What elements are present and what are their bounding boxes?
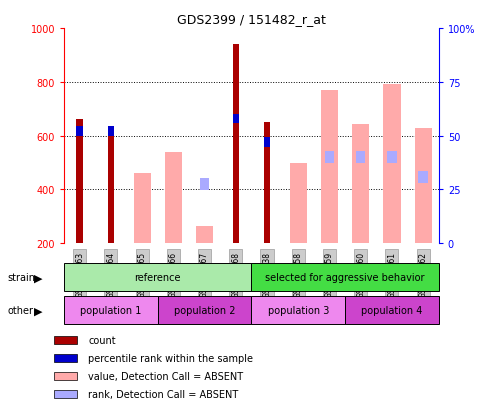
Text: rank, Detection Call = ABSENT: rank, Detection Call = ABSENT <box>88 389 239 399</box>
Bar <box>200 178 210 190</box>
Bar <box>54 372 77 380</box>
Bar <box>76 127 83 137</box>
Bar <box>196 226 213 244</box>
Bar <box>233 45 239 244</box>
Bar <box>415 128 432 244</box>
Text: reference: reference <box>135 272 181 282</box>
Title: GDS2399 / 151482_r_at: GDS2399 / 151482_r_at <box>177 13 326 26</box>
Bar <box>384 85 400 244</box>
Bar <box>134 174 151 244</box>
Bar <box>64 263 251 291</box>
Bar <box>387 152 397 164</box>
Bar <box>251 296 345 324</box>
Text: population 2: population 2 <box>174 305 235 315</box>
Bar <box>356 152 365 164</box>
Text: selected for aggressive behavior: selected for aggressive behavior <box>265 272 425 282</box>
Bar <box>419 172 428 184</box>
Text: ▶: ▶ <box>34 306 42 316</box>
Text: percentile rank within the sample: percentile rank within the sample <box>88 353 253 363</box>
Bar <box>345 296 439 324</box>
Bar <box>54 390 77 398</box>
Text: strain: strain <box>7 273 35 282</box>
Bar <box>264 123 270 244</box>
Bar <box>321 91 338 244</box>
Bar <box>290 163 307 244</box>
Bar <box>107 127 114 137</box>
Text: value, Detection Call = ABSENT: value, Detection Call = ABSENT <box>88 371 244 381</box>
Bar <box>233 114 239 123</box>
Bar <box>107 127 114 244</box>
Bar <box>264 138 270 147</box>
Bar <box>76 120 83 244</box>
Bar <box>352 124 369 244</box>
Bar <box>54 354 77 362</box>
Bar <box>158 296 251 324</box>
Bar <box>251 263 439 291</box>
Bar <box>64 296 158 324</box>
Bar <box>165 152 182 244</box>
Text: ▶: ▶ <box>34 273 42 282</box>
Text: population 1: population 1 <box>80 305 141 315</box>
Text: population 3: population 3 <box>268 305 329 315</box>
Bar <box>54 336 77 344</box>
Bar <box>325 152 334 164</box>
Text: other: other <box>7 306 34 316</box>
Text: population 4: population 4 <box>361 305 423 315</box>
Text: count: count <box>88 335 116 345</box>
